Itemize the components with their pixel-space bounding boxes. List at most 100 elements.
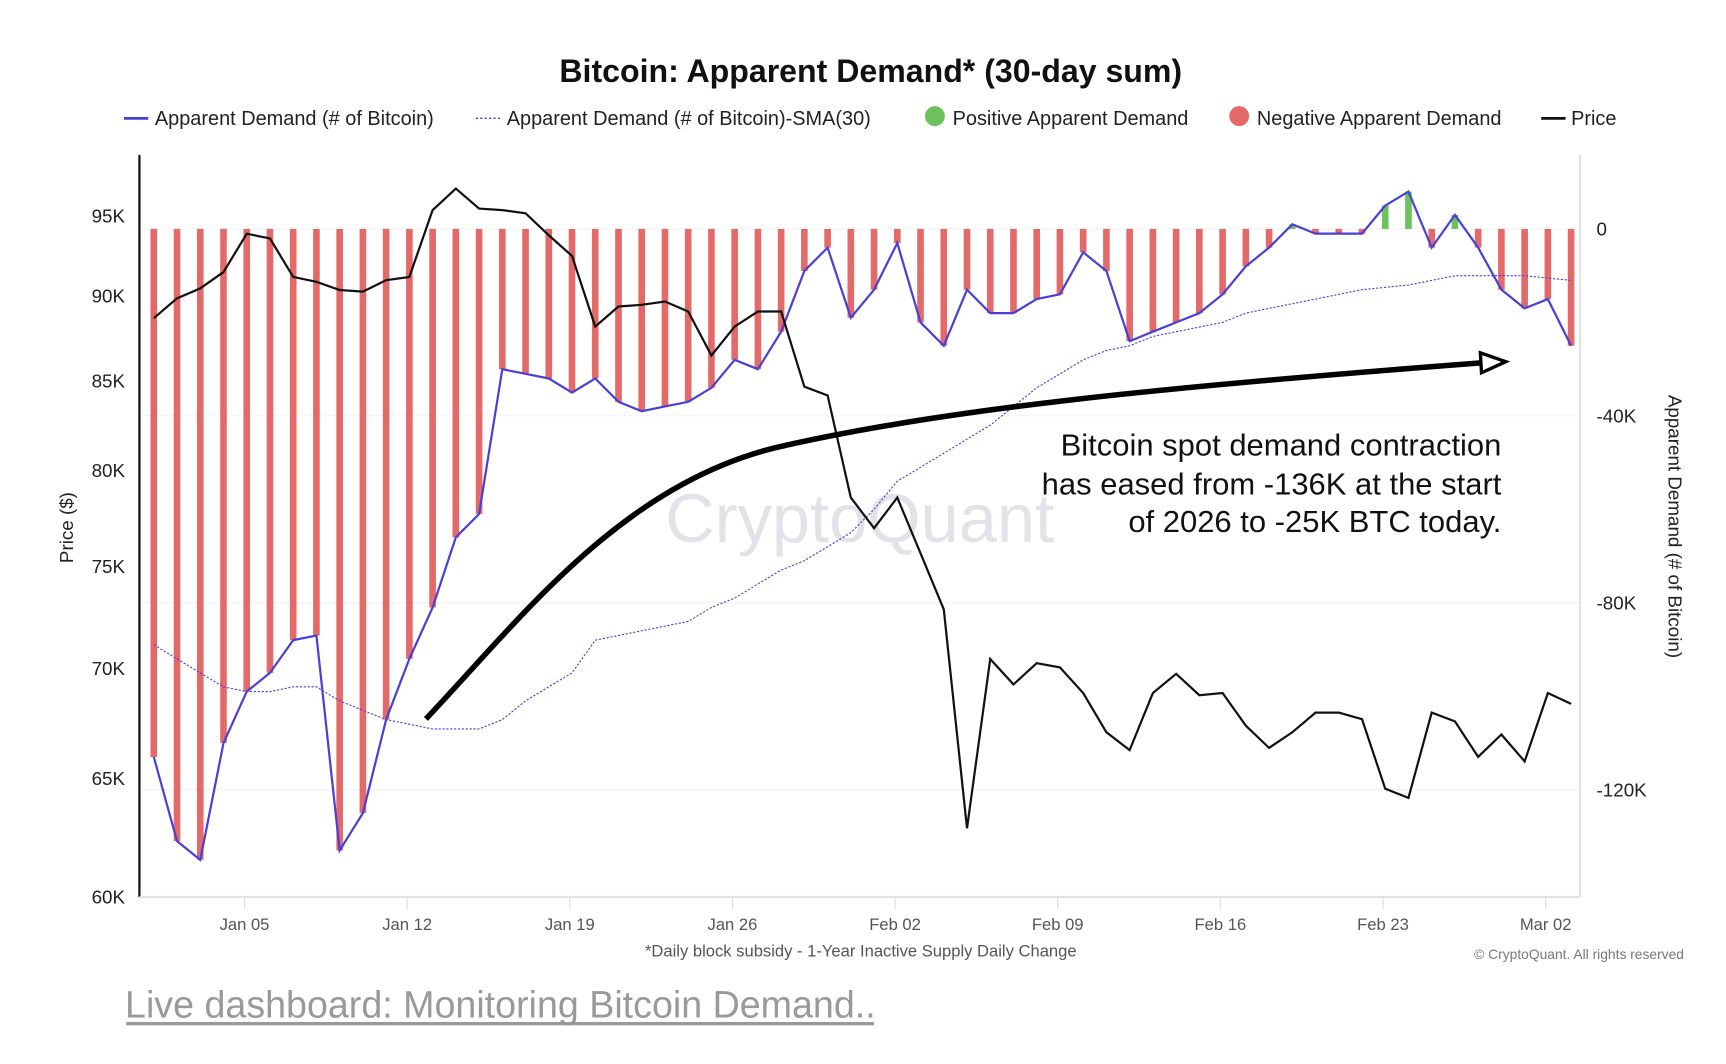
negative-demand-bar xyxy=(893,228,901,243)
x-tick-label: Jan 19 xyxy=(545,915,595,934)
chart-title: Bitcoin: Apparent Demand* (30-day sum) xyxy=(559,53,1182,89)
legend-negative-label[interactable]: Negative Apparent Demand xyxy=(1257,108,1502,130)
negative-demand-bar xyxy=(220,228,227,743)
negative-demand-bar xyxy=(1521,228,1528,309)
negative-demand-bar xyxy=(382,228,390,720)
negative-demand-bar xyxy=(638,228,646,412)
footnote: *Daily block subsidy - 1-Year Inactive S… xyxy=(645,942,1077,961)
x-tick-label: Jan 12 xyxy=(382,915,432,934)
link-underline xyxy=(126,1021,875,1026)
negative-demand-bar xyxy=(475,228,483,514)
negative-demand-bar xyxy=(801,228,808,272)
negative-demand-bar xyxy=(615,228,622,402)
negative-demand-bar xyxy=(1149,228,1157,332)
negative-demand-bar xyxy=(336,228,343,851)
negative-demand-bar xyxy=(1265,228,1273,248)
demand-bars xyxy=(150,191,1575,860)
left-tick-label: 80K xyxy=(92,460,126,481)
left-tick-label: 85K xyxy=(92,370,126,391)
negative-demand-bar xyxy=(591,228,599,379)
negative-demand-bar xyxy=(1474,228,1482,248)
negative-demand-bar xyxy=(731,228,738,360)
price-line xyxy=(153,187,1572,829)
live-dashboard-link[interactable]: Live dashboard: Monitoring Bitcoin Deman… xyxy=(125,984,876,1026)
negative-demand-bar xyxy=(777,228,785,332)
negative-demand-bar xyxy=(754,228,762,370)
legend-positive-dot-icon xyxy=(924,106,945,127)
negative-demand-bar xyxy=(940,228,948,346)
negative-demand-bar xyxy=(824,228,831,248)
negative-demand-bar xyxy=(522,228,529,374)
negative-demand-bar xyxy=(1312,228,1319,234)
negative-demand-bar xyxy=(986,228,994,314)
annotation-text: Bitcoin spot demand contraction has ease… xyxy=(1042,428,1502,539)
x-tick-label: Mar 02 xyxy=(1520,915,1572,934)
right-tick-label: -120K xyxy=(1597,779,1648,800)
annotation-line-2: has eased from -136K at the start xyxy=(1042,466,1502,501)
negative-demand-bar xyxy=(173,228,181,842)
negative-demand-bar xyxy=(243,228,251,692)
left-tick-label: 95K xyxy=(92,206,126,227)
left-tick-label: 65K xyxy=(92,768,126,789)
negative-demand-bar xyxy=(1196,228,1203,314)
negative-demand-bar xyxy=(313,228,320,636)
negative-demand-bar xyxy=(1033,228,1041,300)
annotation-arrow-curve xyxy=(423,360,1483,721)
negative-demand-bar xyxy=(963,228,971,290)
x-tick-label: Feb 16 xyxy=(1195,915,1247,934)
negative-demand-bar xyxy=(661,228,669,407)
x-tick-label: Jan 05 xyxy=(220,915,270,934)
negative-demand-bar xyxy=(1335,228,1343,234)
negative-demand-bar xyxy=(1079,228,1087,253)
negative-demand-bar xyxy=(196,228,204,860)
positive-demand-bar xyxy=(1288,224,1296,229)
negative-demand-bar xyxy=(150,228,158,757)
right-axis-title: Apparent Demand (# of Bitcoin) xyxy=(1664,395,1685,658)
negative-demand-bar xyxy=(708,228,715,388)
legend-sma-label[interactable]: Apparent Demand (# of Bitcoin)-SMA(30) xyxy=(507,108,871,130)
legend: Apparent Demand (# of Bitcoin) Apparent … xyxy=(123,106,1616,130)
right-tick-label: 0 xyxy=(1597,219,1607,240)
legend-demand-label[interactable]: Apparent Demand (# of Bitcoin) xyxy=(155,108,434,130)
x-tick-label: Feb 23 xyxy=(1357,915,1409,934)
right-tick-label: -40K xyxy=(1597,406,1637,427)
legend-negative-dot-icon xyxy=(1229,106,1250,127)
positive-demand-bar xyxy=(1381,205,1389,229)
left-tick-label: 60K xyxy=(92,887,126,908)
negative-demand-bar xyxy=(1219,228,1226,295)
axis-ticks: 0 -40K -80K -120K 60K 65K 70K 75K 80K 85K 90K 95K Ja… xyxy=(92,206,1648,935)
positive-demand-bar xyxy=(1451,214,1459,229)
live-dashboard-link-text[interactable]: Live dashboard: Monitoring Bitcoin Deman… xyxy=(125,984,876,1026)
negative-demand-bar xyxy=(1498,228,1505,290)
negative-demand-bar xyxy=(452,228,460,538)
positive-demand-bar xyxy=(1405,191,1412,229)
watermark: CryptoQuant xyxy=(665,480,1054,557)
left-tick-label: 75K xyxy=(92,556,126,577)
negative-demand-bar xyxy=(545,228,553,379)
copyright: © CryptoQuant. All rights reserved xyxy=(1474,946,1684,962)
negative-demand-bar xyxy=(1567,228,1575,346)
negative-demand-bar xyxy=(289,228,297,641)
annotation-line-3: of 2026 to -25K BTC today. xyxy=(1128,504,1501,539)
x-tick-label: Jan 26 xyxy=(708,915,758,934)
negative-demand-bar xyxy=(1010,228,1017,314)
legend-positive-label[interactable]: Positive Apparent Demand xyxy=(953,108,1189,130)
negative-demand-bar xyxy=(1126,228,1133,342)
negative-demand-bar xyxy=(870,228,878,290)
negative-demand-bar xyxy=(406,228,413,659)
right-tick-label: -80K xyxy=(1597,592,1637,613)
negative-demand-bar xyxy=(568,228,576,393)
negative-demand-bar xyxy=(1358,228,1366,234)
negative-demand-bar xyxy=(1172,228,1180,323)
x-tick-label: Feb 09 xyxy=(1032,915,1084,934)
negative-demand-bar xyxy=(359,228,367,814)
negative-demand-bar xyxy=(684,228,692,402)
negative-demand-bar xyxy=(1544,228,1552,300)
gridlines xyxy=(139,228,1580,791)
demand-line xyxy=(152,189,1573,862)
negative-demand-bar xyxy=(1428,228,1436,248)
legend-price-label[interactable]: Price xyxy=(1571,108,1616,130)
negative-demand-bar xyxy=(1103,228,1110,272)
negative-demand-bar xyxy=(1056,228,1064,295)
